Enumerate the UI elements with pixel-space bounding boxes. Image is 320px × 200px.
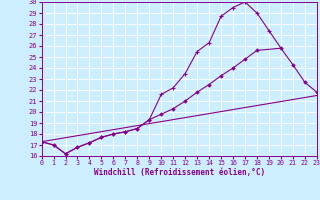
X-axis label: Windchill (Refroidissement éolien,°C): Windchill (Refroidissement éolien,°C)	[94, 168, 265, 177]
